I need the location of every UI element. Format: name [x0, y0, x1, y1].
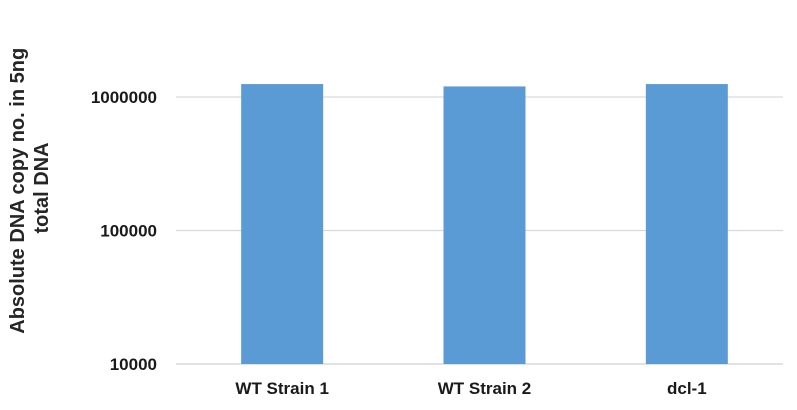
x-tick-label: WT Strain 2 [438, 379, 532, 398]
y-axis-title-line-1: Absolute DNA copy no. in 5ng [7, 48, 29, 334]
x-tick-labels: WT Strain 1 WT Strain 2 dcl-1 [235, 379, 706, 398]
bar [645, 84, 728, 365]
y-tick-labels: 10000 100000 1000000 [91, 88, 157, 374]
bar [443, 86, 526, 364]
x-tick-label: WT Strain 1 [235, 379, 329, 398]
x-tick-label: dcl-1 [667, 379, 707, 398]
y-tick-label: 100000 [100, 222, 157, 241]
bar [241, 84, 324, 365]
y-tick-label: 10000 [110, 355, 157, 374]
y-tick-label: 1000000 [91, 88, 157, 107]
y-axis-title-line-2: total DNA [31, 142, 53, 233]
y-axis-title: Absolute DNA copy no. in 5ng total DNA [7, 42, 53, 334]
bars [241, 84, 728, 365]
